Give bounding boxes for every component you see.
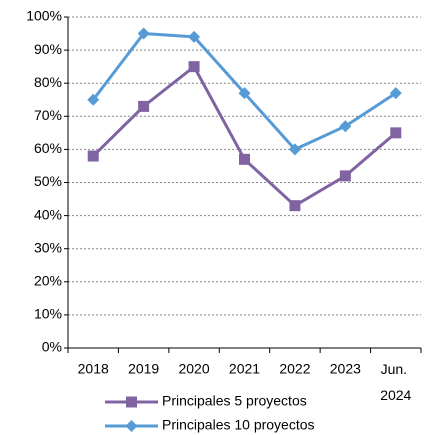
marker — [126, 396, 137, 408]
y-tick-label: 50% — [34, 173, 62, 189]
y-tick-label: 10% — [34, 306, 62, 322]
legend-label: Principales 10 proyectos — [162, 417, 315, 433]
y-tick-label: 100% — [26, 8, 62, 24]
x-tick-label: 2022 — [279, 361, 310, 377]
marker — [188, 30, 201, 43]
x-tick-label: Jun. 2024 — [380, 361, 411, 403]
marker — [87, 93, 100, 106]
x-tick-label: 2020 — [178, 361, 209, 377]
marker — [288, 143, 301, 156]
marker — [138, 100, 150, 112]
y-tick-label: 30% — [34, 239, 62, 255]
x-tick-label: 2019 — [128, 361, 159, 377]
y-tick-label: 0% — [42, 339, 62, 355]
marker — [390, 127, 402, 139]
marker — [125, 420, 138, 432]
marker — [238, 87, 251, 100]
marker — [137, 27, 150, 40]
legend-label: Principales 5 proyectos — [162, 393, 307, 409]
marker — [239, 153, 250, 165]
x-tick-label: 2021 — [229, 361, 260, 377]
y-tick-label: 40% — [34, 206, 62, 222]
y-tick-label: 20% — [34, 273, 62, 289]
y-tick-label: 60% — [34, 140, 62, 156]
y-tick-label: 70% — [34, 107, 62, 123]
marker — [289, 200, 301, 212]
marker — [339, 170, 351, 182]
x-tick-label: 2018 — [78, 361, 109, 377]
y-tick-label: 90% — [34, 41, 62, 57]
marker — [339, 120, 352, 133]
marker — [87, 150, 99, 162]
marker — [389, 87, 402, 100]
y-tick-label: 80% — [34, 74, 62, 90]
marker — [188, 61, 200, 73]
x-tick-label: 2023 — [330, 361, 361, 377]
